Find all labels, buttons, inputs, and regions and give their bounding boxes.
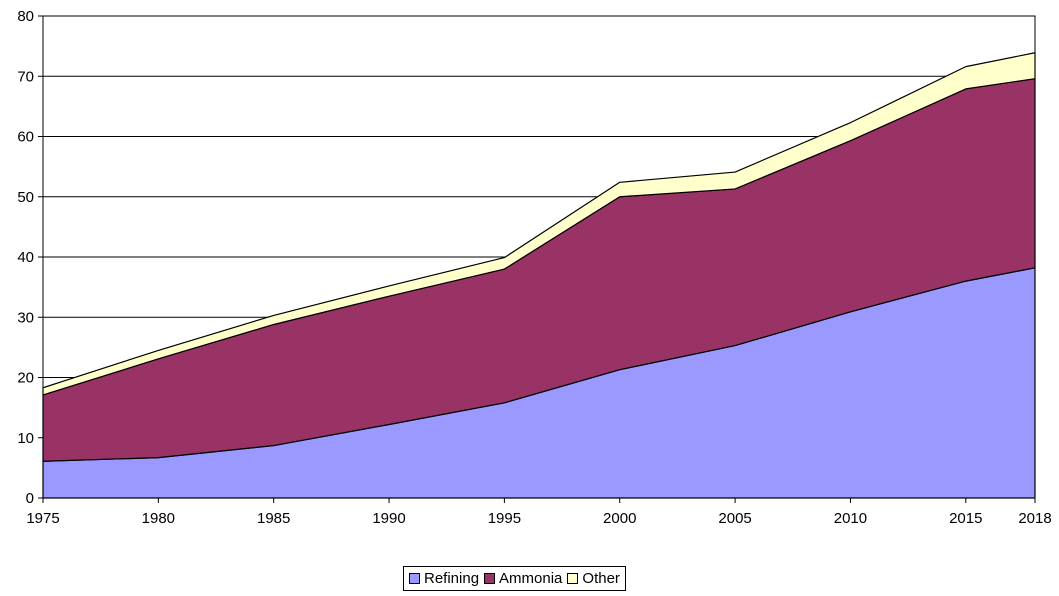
y-axis-ticks: 0 10 20 30 40 50 60 70 80 (17, 8, 43, 507)
legend-swatch-other (567, 573, 579, 584)
y-tick-label: 70 (17, 68, 34, 85)
legend-swatch-ammonia (484, 573, 496, 584)
legend-label-ammonia: Ammonia (499, 570, 563, 587)
y-tick-label: 80 (17, 8, 34, 25)
y-tick-label: 60 (17, 129, 34, 146)
x-axis-ticks: 1975 1980 1985 1990 1995 2000 2005 2010 2015 2018 (26, 498, 1052, 527)
y-tick-label: 20 (17, 370, 34, 387)
legend-label-other: Other (582, 570, 620, 587)
x-tick-label: 2000 (603, 510, 636, 527)
x-tick-label: 2005 (718, 510, 751, 527)
x-tick-label: 2010 (834, 510, 867, 527)
stacked-areas (42, 52, 1036, 499)
x-tick-label: 1975 (26, 510, 59, 527)
legend-item-ammonia: Ammonia (484, 570, 562, 587)
x-tick-label: 1995 (488, 510, 521, 527)
legend-item-other: Other (567, 570, 620, 587)
x-tick-label: 2018 (1018, 510, 1051, 527)
legend-label-refining: Refining (424, 570, 480, 587)
x-tick-label: 2015 (949, 510, 982, 527)
y-tick-label: 10 (17, 430, 34, 447)
legend-item-refining: Refining (409, 570, 479, 587)
x-tick-label: 1980 (142, 510, 175, 527)
x-tick-label: 1985 (257, 510, 290, 527)
legend-swatch-refining (409, 573, 420, 584)
y-tick-label: 0 (26, 490, 34, 507)
y-tick-label: 50 (17, 189, 34, 206)
legend: Refining Ammonia Other (403, 566, 626, 591)
x-tick-label: 1990 (372, 510, 405, 527)
y-tick-label: 40 (17, 249, 34, 266)
y-tick-label: 30 (17, 309, 34, 326)
area-chart: 0 10 20 30 40 50 60 70 80 1975 1980 1985 1990 1995 20… (17, 8, 1052, 527)
